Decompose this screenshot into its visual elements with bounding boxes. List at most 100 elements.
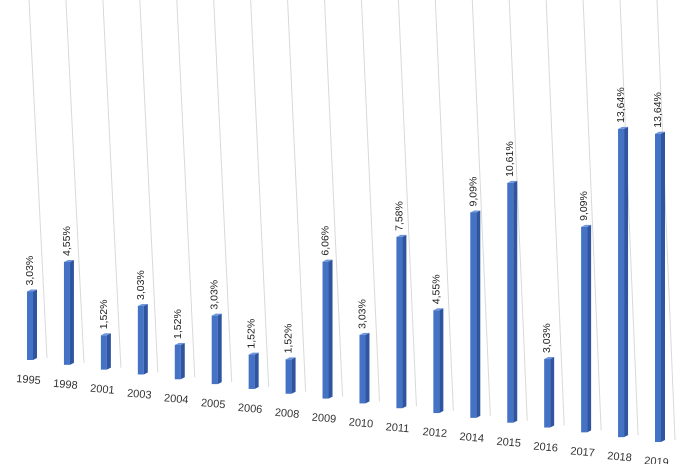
bar-side (217, 313, 222, 385)
grid-line (397, 0, 417, 407)
grid-line (65, 0, 85, 363)
bar-front (396, 236, 403, 409)
x-tick-label: 2008 (274, 407, 299, 421)
x-tick-label: 2011 (385, 421, 410, 435)
grid-line (471, 0, 491, 416)
data-label: 4,55% (61, 226, 73, 256)
bar-front (248, 354, 255, 389)
x-tick-label: 2005 (200, 397, 225, 411)
bar-top (27, 289, 37, 292)
bar-1998 (63, 259, 74, 365)
bar-side (180, 342, 185, 380)
bar-side (624, 126, 629, 438)
x-tick-label: 2018 (607, 450, 632, 464)
bar-2019 (655, 131, 665, 442)
x-tick-label: 2012 (422, 426, 447, 440)
bar-front (433, 310, 440, 414)
grid-line (28, 0, 48, 359)
x-tick-label: 2009 (311, 412, 336, 426)
grid-lines (28, 0, 676, 441)
grid-line (434, 0, 454, 412)
bar-front (27, 291, 33, 360)
data-label: 3,03% (24, 256, 36, 286)
bar-side (69, 259, 74, 365)
grid-line (508, 0, 528, 421)
bar-top (248, 352, 259, 355)
bar-2011 (396, 234, 407, 409)
grid-line (102, 0, 122, 368)
bar-side (106, 333, 111, 370)
bar-2004 (174, 342, 185, 380)
bar-side (365, 332, 370, 404)
data-label: 9,09% (578, 191, 590, 221)
data-label: 13,64% (652, 92, 664, 128)
x-tick-label: 1995 (16, 373, 41, 387)
bar-top (433, 308, 444, 311)
bar-top (544, 357, 555, 360)
bar-2012 (433, 308, 444, 414)
bar-top (100, 333, 111, 336)
bar-top (211, 313, 222, 316)
data-label: 1,52% (283, 324, 295, 354)
bar-front (507, 182, 514, 423)
data-labels: 3,03% 4,55% 1,52% 3,03% 1,52% 3,03% 1,52% 1,52%… (24, 87, 664, 353)
bar-front (137, 305, 144, 375)
x-tick-labels: 1995 1998 2001 2003 2004 2005 2006 2008 2009 2010… (16, 373, 669, 464)
bar-front (174, 344, 181, 380)
x-tick-label: 1998 (53, 378, 78, 392)
bar-2008 (285, 357, 296, 394)
x-tick-label: 2015 (496, 436, 521, 450)
grid-line (287, 0, 307, 392)
x-tick-label: 2014 (459, 431, 484, 445)
bar-side (476, 210, 481, 418)
data-label: 13,64% (615, 87, 627, 123)
data-label: 9,09% (467, 177, 479, 207)
grid-line (324, 0, 344, 397)
bar-2018 (618, 126, 629, 438)
data-label: 3,03% (356, 299, 368, 329)
bar-top (396, 234, 407, 237)
bars (27, 126, 665, 442)
bar-front (359, 334, 366, 404)
data-label: 4,55% (430, 274, 442, 304)
grid-line (582, 0, 602, 431)
bar-top (655, 131, 665, 134)
bar-top (322, 259, 333, 262)
grid-line (545, 0, 565, 426)
bar-side (143, 303, 148, 375)
bar-front (63, 261, 70, 365)
bar-1995 (27, 289, 37, 360)
x-tick-label: 2016 (533, 441, 558, 455)
bar-side (661, 131, 665, 442)
bar-side (33, 289, 37, 360)
bar-2003 (137, 303, 148, 375)
x-tick-label: 2003 (127, 388, 152, 402)
data-label: 3,03% (541, 323, 553, 353)
bar-side (587, 224, 592, 433)
bar-2005 (211, 313, 222, 385)
bar-2017 (581, 224, 592, 433)
data-label: 3,03% (209, 280, 221, 310)
x-tick-label: 2017 (570, 445, 595, 459)
grid-line (250, 0, 270, 387)
x-tick-label: 2006 (237, 402, 262, 416)
bar-2006 (248, 352, 259, 389)
bar-side (291, 357, 296, 394)
data-label: 7,58% (393, 201, 405, 231)
bar-front (470, 212, 477, 418)
data-label: 1,52% (246, 319, 258, 349)
data-label: 6,06% (320, 226, 332, 256)
bar-2016 (544, 357, 555, 428)
bar-top (470, 210, 481, 213)
bar-top (507, 180, 518, 183)
bar-side (402, 234, 407, 409)
bar-front (618, 128, 625, 438)
x-tick-label: 2004 (164, 392, 189, 406)
grid-line (213, 0, 233, 383)
bar-front (544, 359, 551, 428)
bar-top (285, 357, 296, 360)
bar-2001 (100, 333, 111, 370)
bar-2009 (322, 259, 333, 399)
bar-front (211, 315, 218, 385)
grid-line (139, 0, 159, 373)
